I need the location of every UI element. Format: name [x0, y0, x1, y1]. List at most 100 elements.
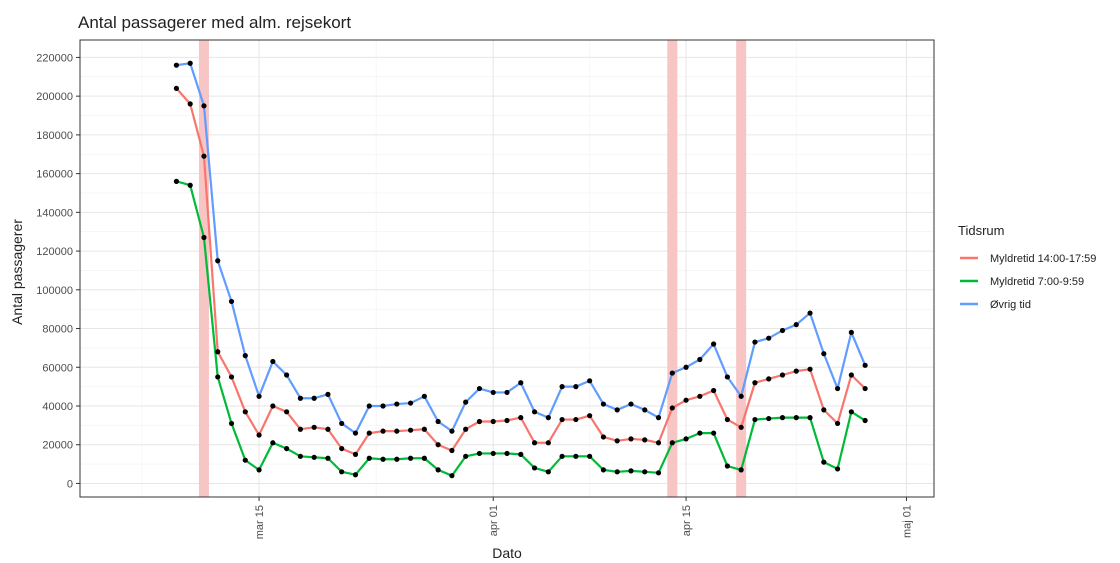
data-point [531, 440, 538, 446]
y-tick-label: 80000 [42, 324, 73, 336]
x-tick-label: maj 01 [901, 505, 913, 538]
data-point [834, 385, 841, 392]
data-point [366, 455, 372, 461]
data-point [821, 407, 827, 413]
data-point [284, 445, 290, 452]
data-point [573, 416, 579, 423]
data-point [752, 380, 758, 386]
data-point [655, 470, 662, 476]
data-point [297, 453, 303, 459]
data-point [683, 364, 689, 370]
y-axis-title: Antal passagerer [9, 219, 25, 325]
data-point [476, 418, 483, 425]
data-point [201, 234, 207, 241]
data-point [628, 468, 634, 474]
data-point [545, 469, 551, 475]
data-point [683, 436, 689, 442]
data-point [669, 370, 675, 376]
data-point [242, 409, 248, 415]
data-point [228, 374, 235, 380]
data-point [518, 415, 524, 421]
data-point [490, 418, 496, 425]
data-point [669, 405, 675, 411]
y-tick-label: 20000 [42, 440, 73, 452]
data-point [380, 456, 386, 462]
data-point [600, 467, 607, 473]
data-point [821, 459, 827, 465]
data-point [339, 420, 345, 427]
data-point [724, 374, 730, 380]
data-point [394, 428, 400, 434]
data-point [187, 60, 193, 66]
data-point [490, 389, 496, 396]
data-point [421, 426, 427, 432]
data-point [215, 374, 221, 380]
plot-border [79, 39, 935, 498]
data-point [766, 415, 772, 422]
data-point [862, 362, 868, 368]
data-point [463, 453, 469, 459]
data-point [311, 454, 317, 460]
legend: Tidsrum Myldretid 14:00-17:59 Myldretid 7… [958, 223, 1096, 311]
data-point [187, 182, 193, 188]
data-point [779, 372, 786, 378]
data-point [284, 409, 290, 415]
data-point [449, 473, 455, 479]
data-point [711, 387, 717, 394]
data-point [311, 395, 317, 401]
data-point [642, 437, 648, 443]
data-point [793, 368, 799, 374]
data-point [201, 103, 207, 109]
data-point [862, 385, 868, 392]
y-tick-label: 220000 [36, 52, 73, 64]
data-point [270, 440, 276, 446]
legend-label: Øvrig tid [990, 299, 1031, 311]
data-point [476, 450, 483, 457]
data-point [352, 430, 359, 436]
data-point [325, 426, 331, 432]
y-tick-label: 200000 [36, 91, 73, 103]
data-point [463, 426, 469, 432]
data-point [848, 372, 854, 378]
data-point [738, 393, 744, 399]
data-point [573, 384, 579, 390]
data-point [173, 62, 180, 68]
highlight-band [198, 40, 209, 497]
data-point [724, 463, 730, 469]
data-point [518, 451, 524, 457]
data-point [614, 407, 620, 413]
data-point [531, 409, 538, 415]
data-point [697, 356, 703, 363]
data-point [738, 424, 744, 430]
data-point [325, 391, 331, 397]
y-tick-label: 60000 [42, 362, 73, 374]
data-point [587, 413, 593, 419]
y-tick-label: 0 [67, 478, 73, 490]
data-point [394, 401, 400, 407]
data-point [256, 393, 262, 399]
data-point [435, 442, 441, 448]
data-point [407, 400, 414, 406]
data-point [559, 416, 565, 423]
legend-label: Myldretid 7:00-9:59 [990, 276, 1084, 288]
data-point [270, 403, 276, 409]
data-point [173, 178, 180, 184]
data-point [573, 453, 579, 459]
data-point [449, 447, 455, 454]
data-point [311, 424, 317, 430]
y-tick-label: 160000 [36, 169, 73, 181]
data-point [587, 453, 593, 459]
data-point [779, 327, 786, 334]
data-point [215, 349, 221, 355]
data-point [848, 409, 854, 415]
data-point [394, 456, 400, 462]
data-point [421, 393, 427, 399]
data-point [600, 401, 607, 407]
data-point [711, 341, 717, 347]
highlight-band [736, 40, 747, 497]
data-point [339, 469, 345, 475]
data-point [518, 380, 524, 386]
data-point [559, 384, 565, 390]
